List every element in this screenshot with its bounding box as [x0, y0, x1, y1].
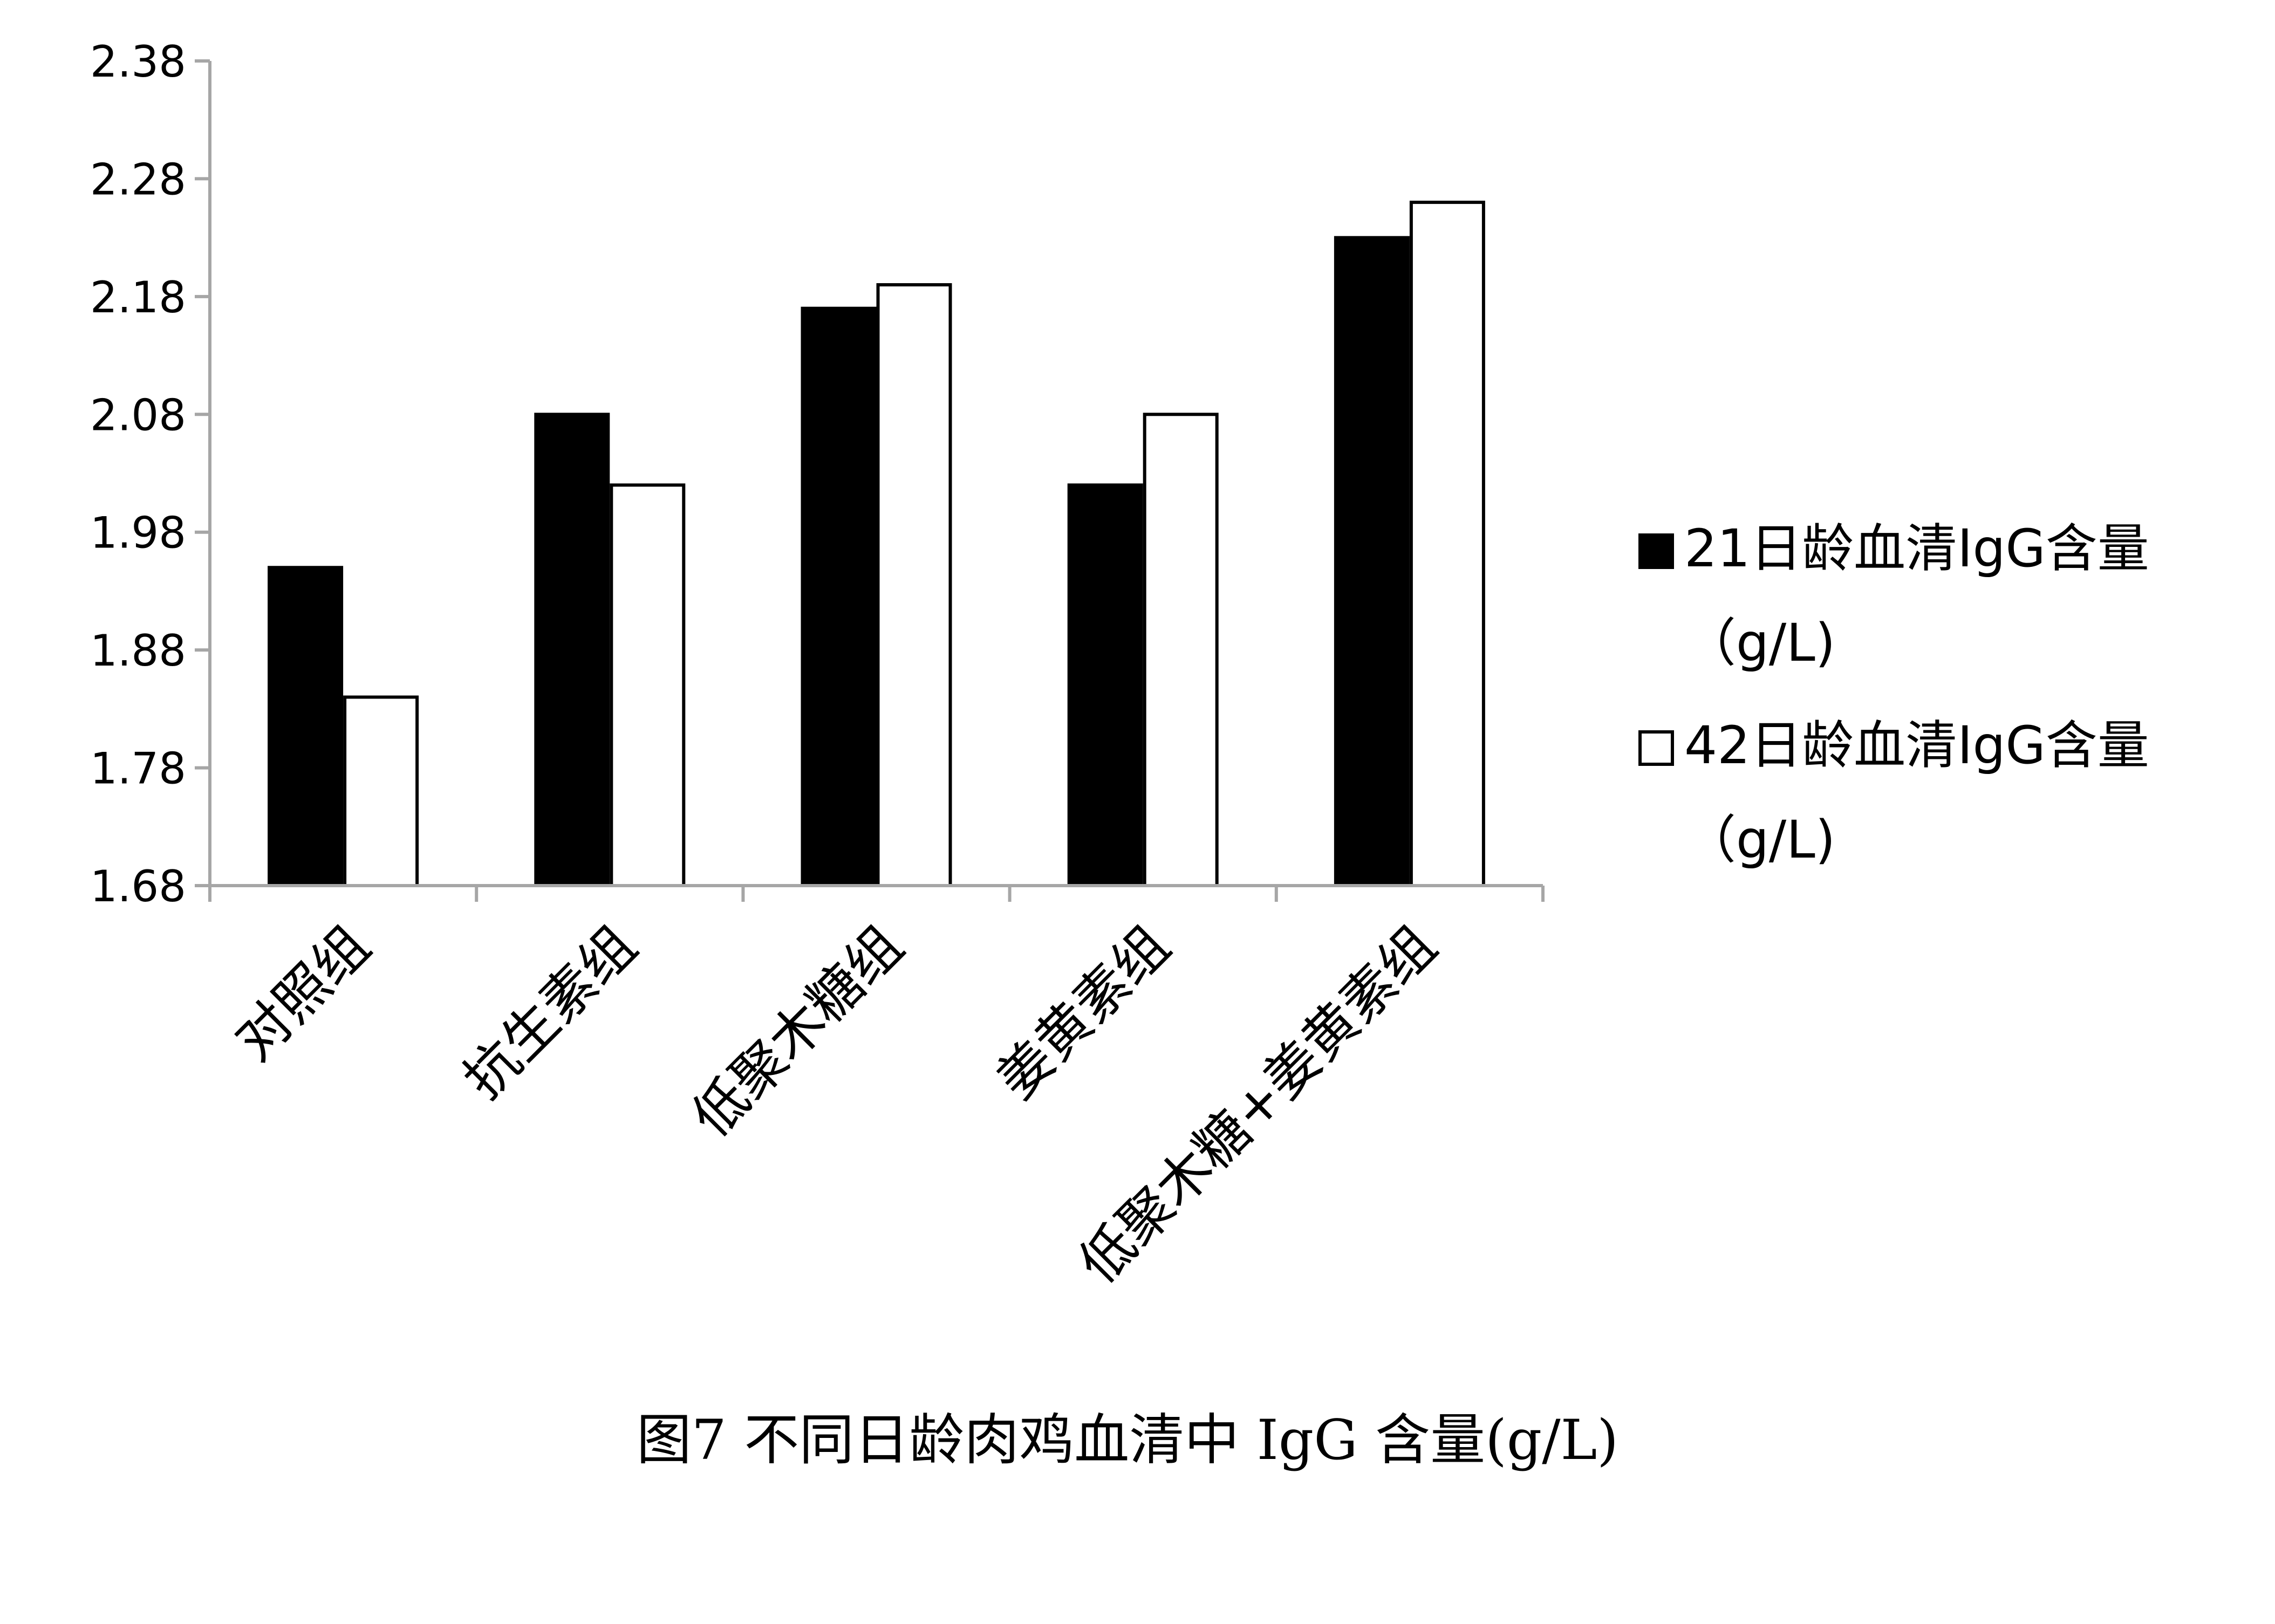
legend-label-unit-1: （g/L)	[1684, 613, 1835, 673]
bar-series-1-2	[534, 413, 610, 887]
bar-series-2-2	[610, 483, 686, 887]
bar-series-1-1	[268, 566, 344, 887]
y-tick-label: 2.38	[90, 37, 186, 87]
legend-label-1: 21日龄血清IgG含量	[1684, 518, 2149, 579]
bar-series-1-5	[1334, 236, 1410, 888]
bar-series-2-3	[876, 283, 952, 887]
y-tick-label: 1.88	[90, 626, 186, 676]
bar-series-2-5	[1409, 201, 1485, 888]
y-tick-label: 2.08	[90, 390, 186, 440]
y-tick-label: 1.98	[90, 508, 186, 558]
x-category-label: 抗生素组	[452, 914, 649, 1111]
bar-series-2-4	[1143, 413, 1219, 887]
y-tick-label: 1.78	[90, 744, 186, 794]
legend-label-2: 42日龄血清IgG含量	[1684, 715, 2149, 776]
plot-area: 1.68 1.78 1.88 1.98 2.08 2.18 2.28 2.38 对照组 抗生素组低…	[90, 37, 1545, 1296]
figure-caption: 图7 不同日龄肉鸡血清中 IgG 含量(g/L)	[637, 1408, 1618, 1472]
legend: 21日龄血清IgG含量 （g/L) 42日龄血清IgG含量 （g/L)	[1638, 518, 2149, 870]
y-tick-label: 2.18	[90, 272, 186, 323]
legend-swatch-1	[1638, 533, 1674, 569]
x-category-label: 对照组	[223, 914, 382, 1073]
x-category-label: 姜黄素组	[985, 914, 1182, 1111]
legend-label-unit-2: （g/L)	[1684, 810, 1835, 870]
bar-series-1-4	[1067, 483, 1143, 887]
legend-swatch-2	[1638, 730, 1674, 766]
y-tick-label: 1.68	[90, 861, 186, 912]
y-tick-label: 2.28	[90, 154, 186, 204]
bar-series-2-1	[343, 695, 419, 887]
bar-series-1-3	[801, 306, 877, 888]
x-category-label: 低聚木糖组	[680, 914, 915, 1149]
